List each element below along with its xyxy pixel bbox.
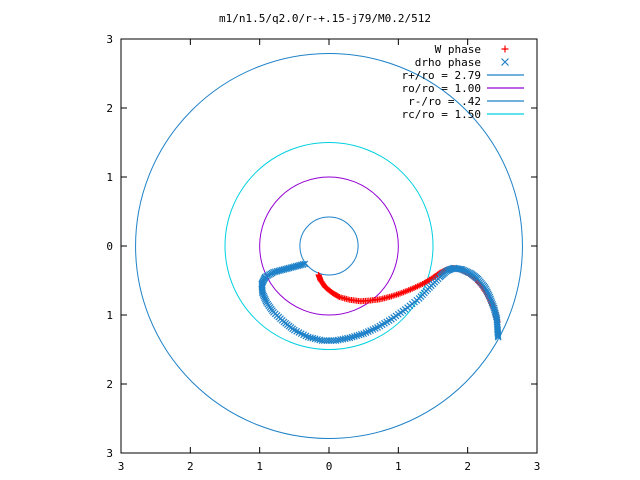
- point-cross: [494, 330, 502, 338]
- legend-label: ro/ro = 1.00: [402, 82, 481, 95]
- point-cross: [488, 299, 496, 307]
- legend-swatch-marker: [501, 58, 509, 66]
- point-cross: [353, 332, 361, 340]
- point-cross: [262, 297, 270, 305]
- point-cross: [346, 334, 354, 342]
- circle-1: [135, 52, 523, 440]
- point-cross: [348, 333, 356, 341]
- y-tick-label: 1: [106, 171, 113, 184]
- legend-label: r-/ro = .42: [408, 95, 481, 108]
- y-tick-label: 2: [106, 378, 113, 391]
- x-tick-label: 3: [534, 460, 541, 473]
- legend-label: r+/ro = 2.79: [402, 69, 481, 82]
- point-cross: [355, 331, 363, 339]
- point-cross: [487, 297, 495, 305]
- point-cross: [494, 332, 502, 340]
- circle-4: [224, 142, 434, 350]
- point-cross: [486, 293, 494, 301]
- circle-2: [259, 176, 399, 316]
- y-tick-label: 3: [106, 33, 113, 46]
- y-tick-label: 2: [106, 102, 113, 115]
- point-cross: [350, 332, 358, 340]
- x-tick-label: 2: [187, 460, 194, 473]
- legend-swatch-marker: [501, 45, 509, 53]
- x-tick-label: 3: [118, 460, 125, 473]
- y-tick-label: 1: [106, 309, 113, 322]
- y-tick-label: 0: [106, 240, 113, 253]
- point-cross: [489, 300, 497, 308]
- x-tick-label: 2: [464, 460, 471, 473]
- point-cross: [357, 330, 365, 338]
- y-tick-label: 3: [106, 447, 113, 460]
- legend-label: drho phase: [415, 56, 481, 69]
- point-plus: [335, 293, 342, 300]
- legend-label: W phase: [435, 43, 481, 56]
- legend-label: rc/ro = 1.50: [402, 108, 481, 121]
- point-cross: [487, 295, 494, 303]
- circle-3: [299, 216, 359, 276]
- x-tick-label: 0: [326, 460, 333, 473]
- x-tick-label: 1: [395, 460, 402, 473]
- point-cross: [494, 333, 502, 341]
- series-cross: [258, 260, 502, 344]
- x-tick-label: 1: [256, 460, 263, 473]
- chart-title: m1/n1.5/q2.0/r-+.15-j79/M0.2/512: [219, 12, 431, 25]
